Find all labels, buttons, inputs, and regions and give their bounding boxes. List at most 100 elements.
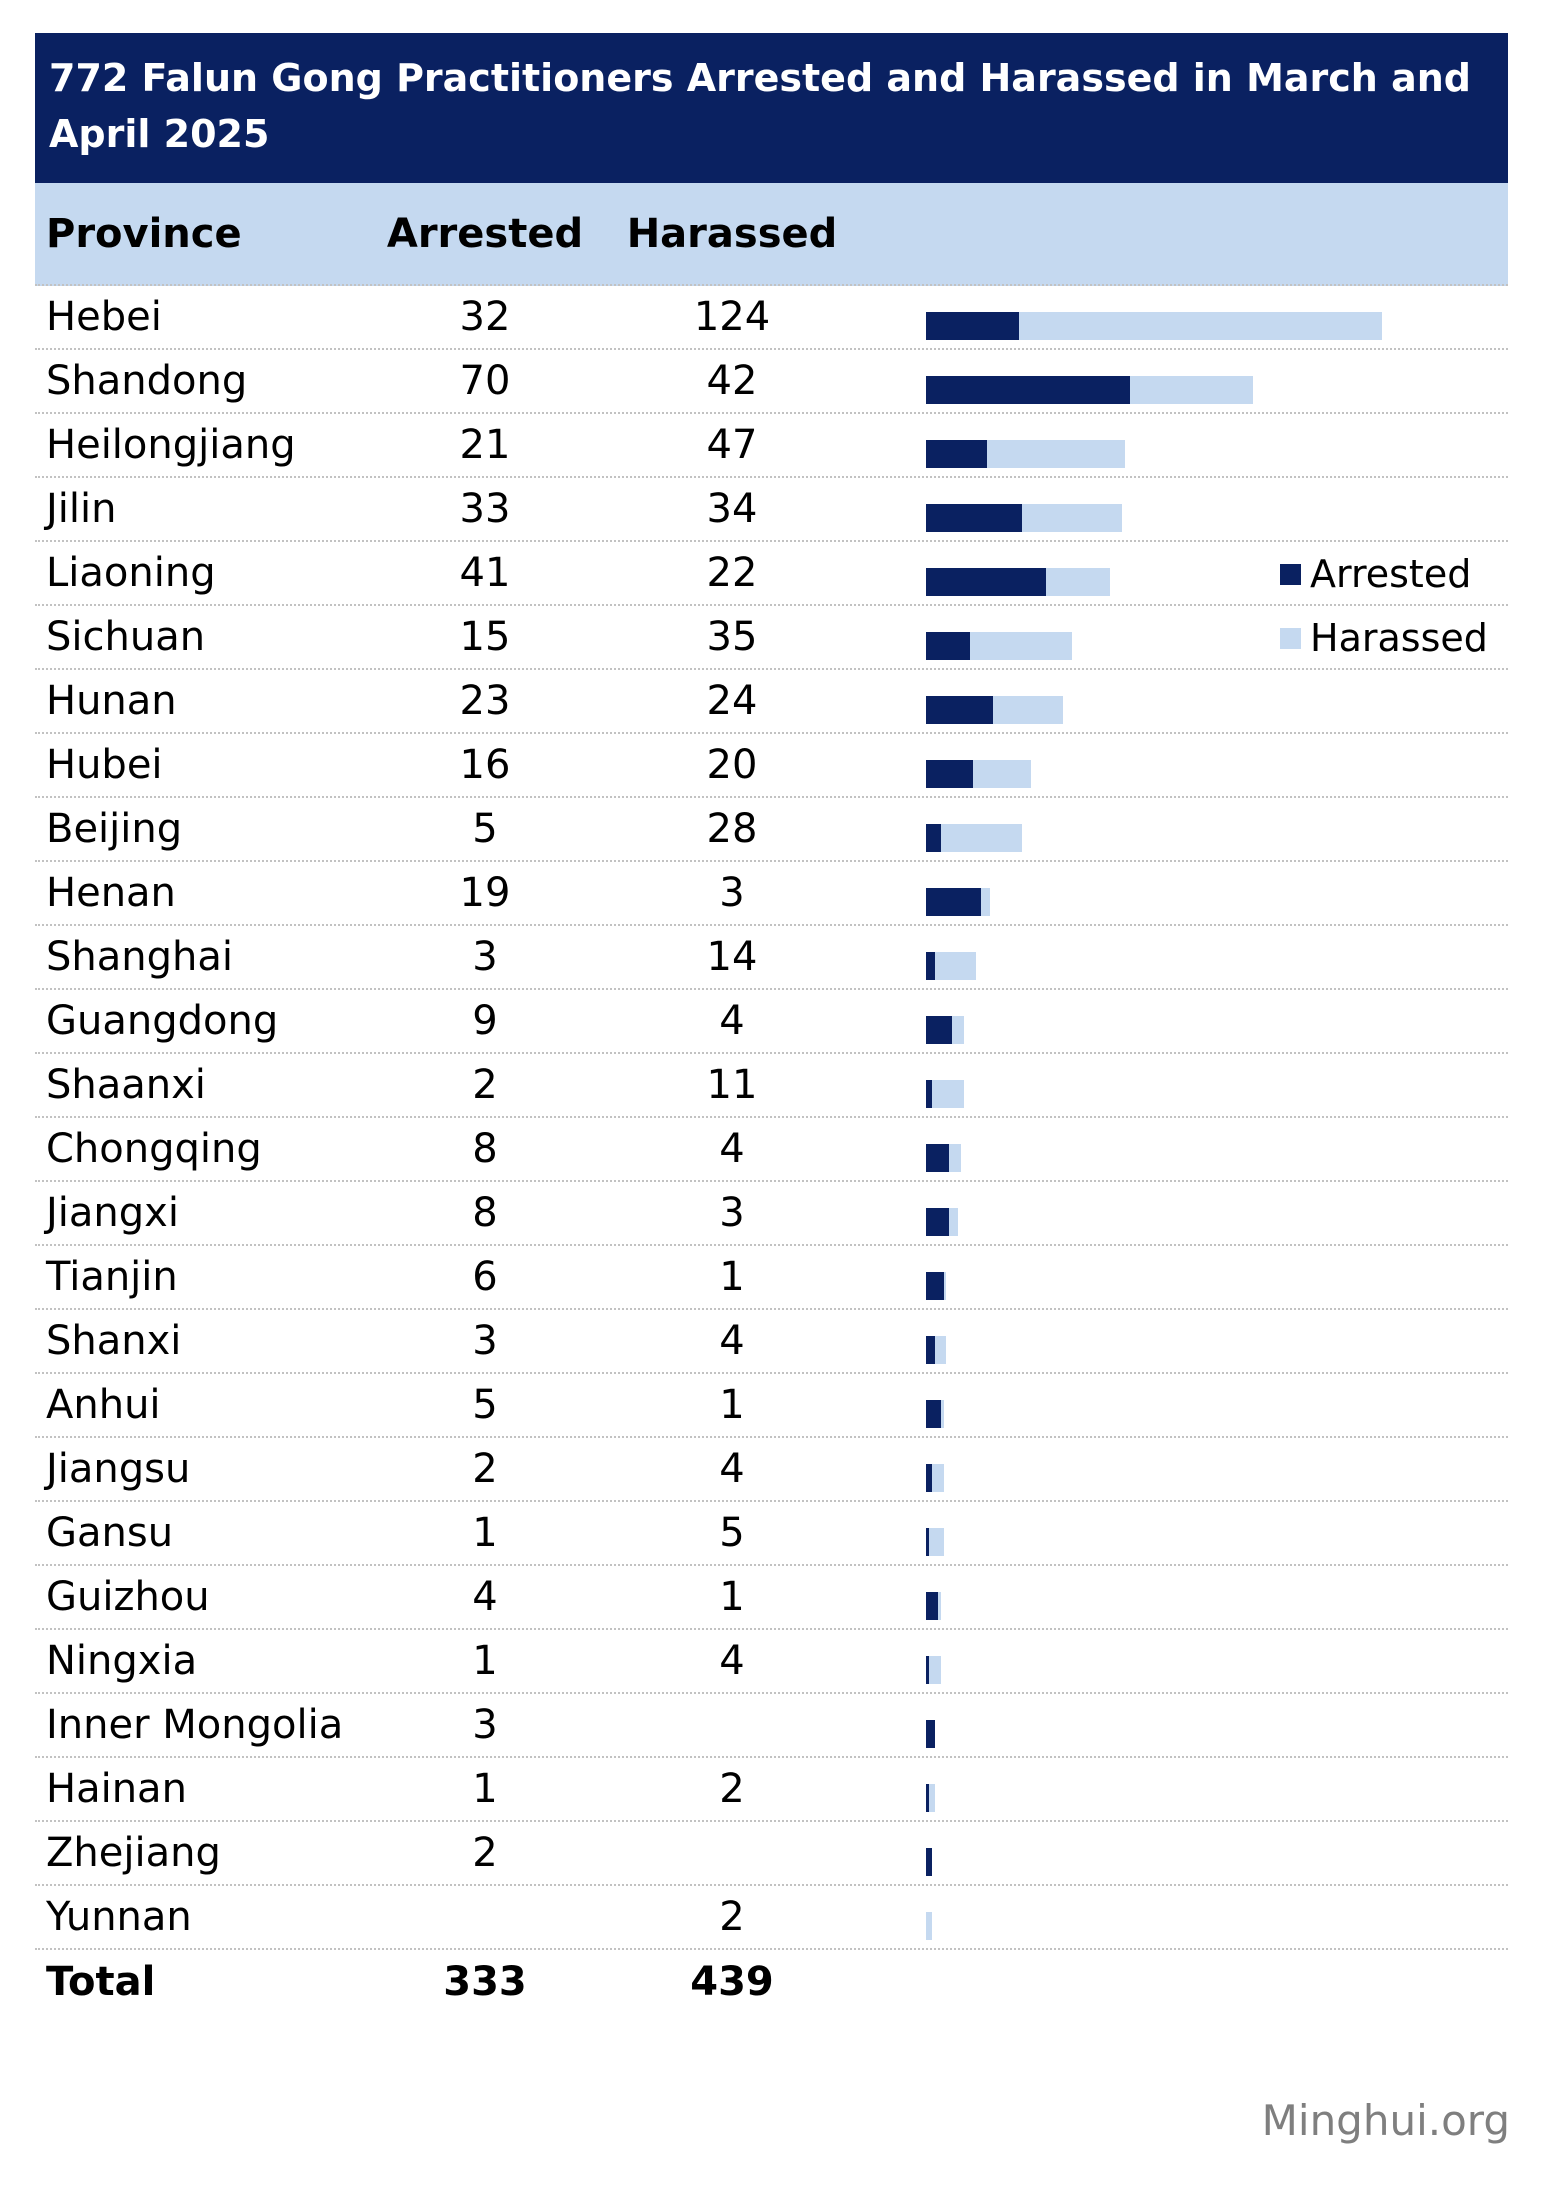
province-name: Yunnan xyxy=(46,1894,192,1940)
arrested-value: 9 xyxy=(472,998,498,1044)
stacked-bar xyxy=(926,1016,964,1044)
harassed-bar-segment xyxy=(940,1400,944,1428)
province-name: Guangdong xyxy=(46,998,279,1044)
harassed-value: 4 xyxy=(719,1318,745,1364)
arrested-value: 33 xyxy=(459,486,511,532)
harassed-bar-segment xyxy=(928,1528,944,1556)
harassed-bar-segment xyxy=(949,1144,962,1172)
arrested-value: 1 xyxy=(472,1510,498,1556)
province-name: Chongqing xyxy=(46,1126,262,1172)
province-name: Jiangsu xyxy=(46,1446,191,1492)
stacked-bar xyxy=(926,376,1254,404)
arrested-value: 23 xyxy=(459,678,511,724)
harassed-bar-segment xyxy=(1019,312,1382,340)
arrested-bar-segment xyxy=(926,952,935,980)
arrested-value: 4 xyxy=(472,1574,498,1620)
page-title: 772 Falun Gong Practitioners Arrested an… xyxy=(35,33,1508,183)
harassed-value: 20 xyxy=(706,742,758,788)
stacked-bar xyxy=(926,312,1382,340)
province-name: Jiangxi xyxy=(46,1190,179,1236)
total-label: Total xyxy=(46,1959,156,2005)
arrested-value: 19 xyxy=(459,870,511,916)
harassed-bar-segment xyxy=(993,696,1064,724)
province-name: Shanxi xyxy=(46,1318,182,1364)
stacked-bar xyxy=(926,1528,944,1556)
table-row: Liaoning 41 22 xyxy=(35,542,1508,606)
table-row: Hubei 16 20 xyxy=(35,734,1508,798)
stacked-bar xyxy=(926,1720,935,1748)
stacked-bar xyxy=(926,1144,962,1172)
stacked-bar xyxy=(926,1592,941,1620)
arrested-value: 6 xyxy=(472,1254,498,1300)
table-row: Zhejiang 2 xyxy=(35,1822,1508,1886)
legend-item-harassed: Harassed xyxy=(1280,616,1488,660)
arrested-value: 70 xyxy=(459,358,511,404)
arrested-bar-segment xyxy=(926,376,1131,404)
province-name: Shandong xyxy=(46,358,248,404)
stacked-bar xyxy=(926,440,1125,468)
province-name: Gansu xyxy=(46,1510,174,1556)
arrested-value: 16 xyxy=(459,742,511,788)
arrested-swatch-icon xyxy=(1280,563,1301,585)
arrested-value: 2 xyxy=(472,1830,498,1876)
harassed-bar-segment xyxy=(949,1208,959,1236)
province-name: Hebei xyxy=(46,294,162,340)
harassed-value: 2 xyxy=(719,1766,745,1812)
harassed-value: 42 xyxy=(706,358,758,404)
province-name: Henan xyxy=(46,870,176,916)
table-row: Jiangsu 2 4 xyxy=(35,1438,1508,1502)
stacked-bar xyxy=(926,1080,964,1108)
province-name: Shanghai xyxy=(46,934,233,980)
legend-item-arrested: Arrested xyxy=(1280,552,1488,596)
table-row: Tianjin 6 1 xyxy=(35,1246,1508,1310)
arrested-value: 3 xyxy=(472,1702,498,1748)
stacked-bar xyxy=(926,1400,944,1428)
total-arrested-value: 333 xyxy=(443,1959,527,2005)
table-row: Shaanxi 2 11 xyxy=(35,1054,1508,1118)
arrested-value: 1 xyxy=(472,1766,498,1812)
column-header-arrested: Arrested xyxy=(386,210,584,257)
harassed-value: 11 xyxy=(706,1062,758,1108)
stacked-bar xyxy=(926,1208,959,1236)
harassed-value: 1 xyxy=(719,1382,745,1428)
harassed-value: 4 xyxy=(719,998,745,1044)
stacked-bar xyxy=(926,1848,932,1876)
arrested-bar-segment xyxy=(926,888,982,916)
arrested-value: 15 xyxy=(459,614,511,660)
table-row: Ningxia 1 4 xyxy=(35,1630,1508,1694)
table-row: Guangdong 9 4 xyxy=(35,990,1508,1054)
harassed-bar-segment xyxy=(931,1464,944,1492)
harassed-value: 14 xyxy=(706,934,758,980)
table-row: Hunan 23 24 xyxy=(35,670,1508,734)
stacked-bar xyxy=(926,824,1023,852)
arrested-bar-segment xyxy=(926,1720,935,1748)
harassed-value: 5 xyxy=(719,1510,745,1556)
stacked-bar xyxy=(926,1912,932,1940)
harassed-bar-segment xyxy=(981,888,991,916)
harassed-bar-segment xyxy=(969,632,1072,660)
province-name: Zhejiang xyxy=(46,1830,221,1876)
harassed-bar-segment xyxy=(934,952,976,980)
arrested-value: 41 xyxy=(459,550,511,596)
harassed-value: 35 xyxy=(706,614,758,660)
arrested-bar-segment xyxy=(926,1528,929,1556)
table-row: Sichuan 15 35 xyxy=(35,606,1508,670)
arrested-value: 2 xyxy=(472,1062,498,1108)
harassed-value: 4 xyxy=(719,1126,745,1172)
arrested-bar-segment xyxy=(926,1144,950,1172)
arrested-value: 5 xyxy=(472,1382,498,1428)
table-row: Shanxi 3 4 xyxy=(35,1310,1508,1374)
total-bar-spacer xyxy=(864,1950,1508,2014)
arrested-value: 8 xyxy=(472,1126,498,1172)
arrested-bar-segment xyxy=(926,504,1023,532)
table-row: Beijing 5 28 xyxy=(35,798,1508,862)
arrested-value: 21 xyxy=(459,422,511,468)
province-name: Sichuan xyxy=(46,614,206,660)
legend-label-arrested: Arrested xyxy=(1310,552,1472,596)
stacked-bar xyxy=(926,952,976,980)
arrested-bar-segment xyxy=(926,1016,953,1044)
province-name: Heilongjiang xyxy=(46,422,296,468)
province-name: Beijing xyxy=(46,806,183,852)
harassed-value: 124 xyxy=(693,294,771,340)
